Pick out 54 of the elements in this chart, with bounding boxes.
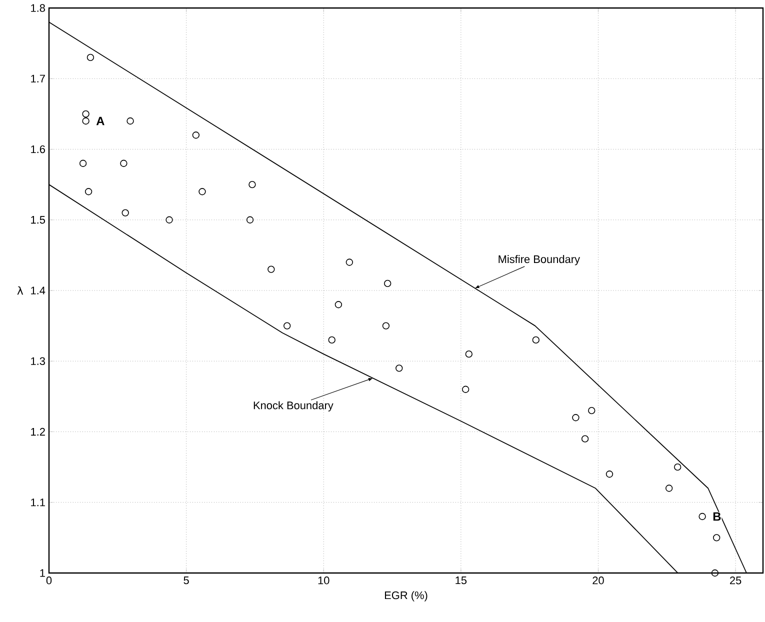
x-tick-label: 15 (456, 576, 467, 584)
y-tick-label: 1.1 (31, 498, 45, 506)
point (382, 322, 390, 330)
y-tick-label: 1.2 (31, 428, 45, 436)
x-tick-label: 25 (730, 576, 742, 584)
y-tick-label: 1.8 (31, 4, 45, 12)
point (86, 54, 94, 62)
point (674, 463, 682, 471)
y-tick-label: 1.7 (31, 74, 45, 82)
point (606, 470, 614, 478)
point (346, 258, 354, 266)
y-tick-label: 1.6 (31, 145, 45, 154)
point (82, 117, 90, 125)
y-tick-label: 1.3 (31, 357, 45, 366)
point (79, 160, 87, 167)
point (328, 336, 336, 344)
y-axis-title: λ (17, 286, 24, 295)
point (284, 322, 291, 330)
x-tick-label: 5 (184, 576, 189, 584)
point (532, 336, 540, 344)
point (711, 569, 719, 577)
point (246, 216, 254, 224)
point (572, 414, 580, 422)
point (120, 160, 128, 167)
point (192, 132, 200, 139)
point (84, 188, 92, 196)
x-tick-label: 10 (318, 576, 330, 584)
point (126, 117, 134, 125)
point (713, 534, 720, 542)
y-tick-label: 1 (40, 569, 45, 577)
x-tick-label: 0 (46, 576, 52, 584)
point (384, 280, 392, 288)
point (396, 364, 403, 372)
y-tick-label: 1.4 (31, 286, 46, 294)
point (698, 512, 706, 520)
annotation: A (96, 116, 104, 126)
point (334, 301, 342, 308)
point (462, 386, 470, 393)
annotation: Knock Boundary (254, 401, 334, 412)
point (465, 350, 472, 358)
annotation: Misfire Boundary (498, 255, 580, 266)
point (166, 216, 173, 224)
point (666, 484, 673, 492)
x-tick-label: 20 (592, 576, 604, 584)
annotation: B (713, 512, 721, 521)
point (198, 188, 206, 196)
point (82, 110, 90, 118)
x-axis-title: EGR (%) (384, 591, 428, 602)
y-tick-label: 1.5 (31, 216, 46, 224)
point (122, 209, 129, 216)
point (581, 435, 589, 442)
point (268, 266, 275, 273)
point (248, 180, 256, 188)
point (588, 406, 596, 414)
